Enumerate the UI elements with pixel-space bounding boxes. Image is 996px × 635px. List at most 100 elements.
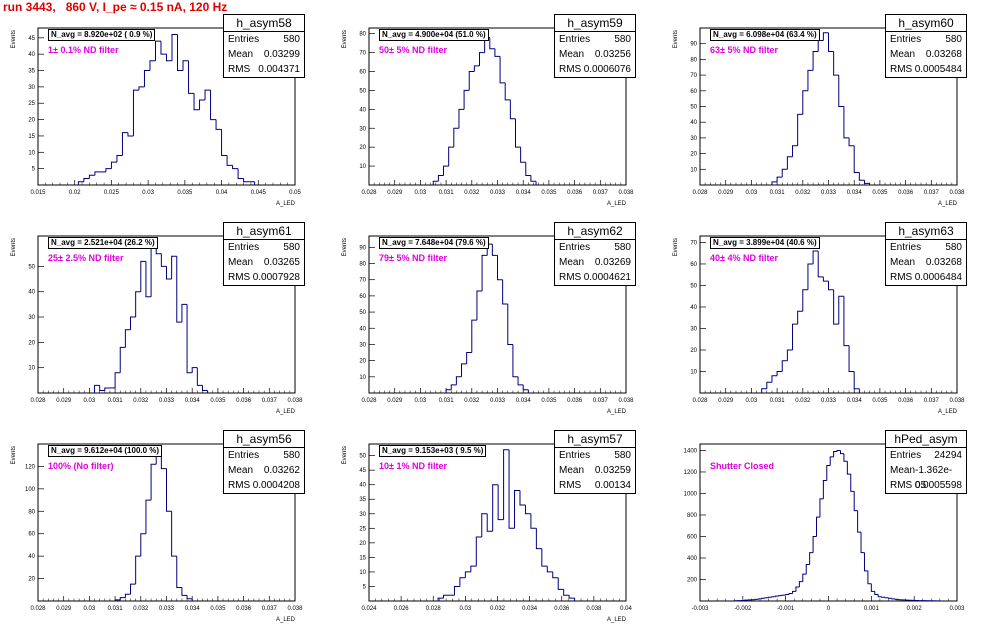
histogram-bin	[238, 169, 244, 179]
y-tick-label: 20	[28, 340, 35, 346]
histogram-bin	[820, 499, 823, 517]
histogram-bin	[167, 54, 173, 61]
y-tick-label: 25	[359, 526, 366, 532]
histogram-bin	[518, 377, 523, 385]
histogram-bin	[758, 599, 761, 600]
x-tick-label: 0.036	[236, 606, 252, 612]
n-avg-label: N_avg = 9.153e+03 ( 9.5 %)	[379, 445, 486, 457]
y-tick-label: 80	[359, 262, 366, 268]
n-avg-label: N_avg = 3.899e+04 (40.6 %)	[710, 237, 820, 249]
histogram-bin	[564, 589, 569, 595]
x-tick-label: 0.028	[426, 606, 442, 612]
page-title: run 3443, 860 V, I_pe ≈ 0.15 nA, 120 Hz	[3, 0, 227, 14]
x-tick-label: 0.032	[490, 606, 506, 612]
y-axis-label: Events	[11, 30, 17, 48]
histogram-bin	[818, 251, 823, 277]
x-tick-label: 0.038	[618, 398, 634, 404]
histogram-bin	[477, 291, 482, 320]
histogram-name: h_asym59	[555, 15, 635, 32]
histogram-bin	[141, 534, 146, 556]
histogram-bin	[161, 254, 166, 267]
histogram-bin	[131, 317, 136, 330]
entries-label: Entries	[559, 32, 590, 47]
entries-label: Entries	[228, 32, 259, 47]
histogram-bin	[777, 177, 782, 182]
y-tick-label: 35	[28, 69, 35, 75]
x-tick-label: 0.033	[490, 398, 506, 404]
x-tick-label: 0.036	[898, 398, 914, 404]
y-tick-label: 30	[690, 326, 697, 332]
mean-value: 0.03268	[926, 255, 962, 270]
histogram-bin	[847, 461, 850, 474]
x-tick-label: 0.003	[949, 606, 965, 612]
histogram-name: h_asym57	[555, 431, 635, 448]
histogram-bin	[508, 304, 513, 344]
histogram-bin	[834, 52, 839, 76]
x-tick-label: 0.031	[770, 190, 786, 196]
x-tick-label: 0.031	[439, 398, 455, 404]
histogram-bin	[454, 128, 459, 147]
histogram-bin	[834, 452, 837, 457]
histogram-bin	[456, 377, 461, 385]
histogram-bin	[520, 491, 525, 506]
y-tick-label: 40	[28, 52, 35, 58]
x-tick-label: 0.034	[185, 606, 201, 612]
histogram-bin	[500, 56, 505, 82]
histogram-bin	[793, 146, 798, 157]
histogram-bin	[817, 517, 820, 536]
y-tick-label: 30	[690, 136, 697, 142]
histogram-bin	[782, 595, 785, 596]
histogram-bin	[786, 595, 789, 596]
mean-label: Mean	[228, 47, 253, 62]
x-tick-label: 0.034	[847, 190, 863, 196]
x-tick-label: 0.037	[924, 190, 940, 196]
histogram-bin	[810, 553, 813, 565]
histogram-bin	[505, 83, 510, 100]
histogram-bin	[178, 35, 184, 71]
histogram-bin	[187, 595, 192, 598]
x-tick-label: 0.035	[872, 398, 888, 404]
histogram-bin	[133, 90, 139, 136]
histogram-bin	[177, 556, 182, 587]
y-tick-label: 40	[359, 483, 366, 489]
histogram-bin	[793, 591, 796, 593]
y-tick-label: 10	[359, 570, 366, 576]
x-tick-label: 0.028	[361, 190, 377, 196]
y-tick-label: 50	[690, 283, 697, 289]
y-tick-label: 600	[687, 534, 698, 540]
entries-label: Entries	[559, 240, 590, 255]
y-tick-label: 20	[359, 541, 366, 547]
histogram-name: h_asym62	[555, 223, 635, 240]
x-tick-label: 0.029	[56, 398, 72, 404]
x-axis-label: A_LED	[276, 201, 296, 207]
x-tick-label: 0.034	[516, 398, 532, 404]
histogram-bin	[222, 129, 228, 155]
histogram-bin	[868, 571, 871, 584]
x-tick-label: 0.033	[821, 190, 837, 196]
histogram-bin	[216, 120, 222, 130]
n-avg-label: N_avg = 7.648e+04 (79.6 %)	[379, 237, 489, 249]
histogram-bin	[454, 586, 459, 595]
x-tick-label: 0.038	[586, 606, 602, 612]
y-tick-label: 15	[28, 134, 35, 140]
x-tick-label: 0.002	[907, 606, 923, 612]
x-tick-label: 0.045	[251, 190, 267, 196]
y-tick-label: 50	[359, 310, 366, 316]
histogram-bin	[459, 109, 464, 128]
histogram-bin	[244, 178, 250, 181]
x-tick-label: 0.029	[387, 190, 403, 196]
mean-value: 0.03265	[264, 255, 300, 270]
histogram-bin	[449, 147, 454, 166]
x-tick-label: 0.035	[177, 190, 193, 196]
histogram-bin	[192, 368, 197, 373]
x-tick-label: 0.028	[692, 398, 708, 404]
histogram-bin	[798, 114, 803, 145]
x-tick-label: -0.002	[734, 606, 752, 612]
histogram-bin	[849, 138, 854, 146]
histogram-bin	[521, 147, 526, 162]
